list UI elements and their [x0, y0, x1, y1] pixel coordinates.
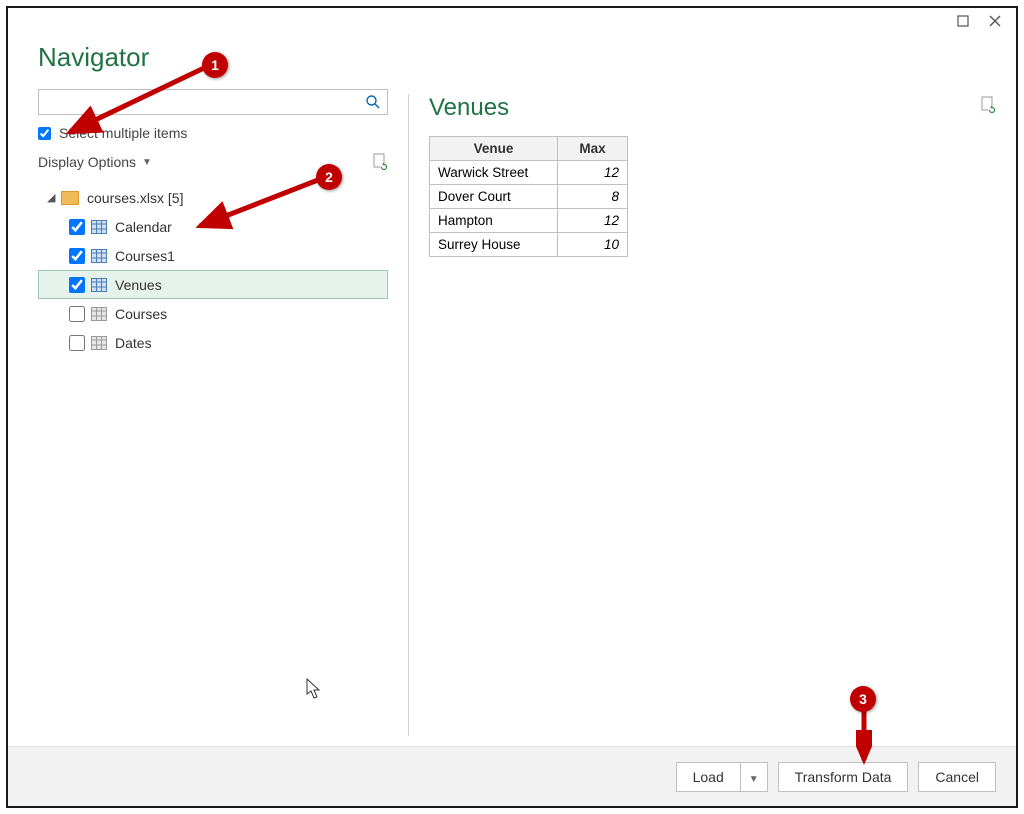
select-multiple-label: Select multiple items	[59, 125, 187, 141]
tree-item-label: Calendar	[115, 219, 172, 235]
table-icon	[91, 220, 107, 234]
cell-venue: Hampton	[430, 209, 558, 233]
cell-max: 12	[558, 161, 628, 185]
tree-root-label: courses.xlsx [5]	[87, 190, 183, 206]
tree-item-label: Dates	[115, 335, 152, 351]
navigator-dialog: Navigator Select multiple items Display …	[6, 6, 1018, 808]
display-options-dropdown[interactable]: Display Options ▼	[38, 154, 152, 170]
annotation-callout-2: 2	[316, 164, 342, 190]
display-options-label: Display Options	[38, 154, 136, 170]
table-row[interactable]: Dover Court8	[430, 185, 628, 209]
refresh-button-right[interactable]	[980, 96, 996, 119]
table-icon	[91, 307, 107, 321]
chevron-down-icon: ▼	[142, 157, 152, 168]
tree-item[interactable]: Venues	[38, 270, 388, 299]
annotation-callout-3: 3	[850, 686, 876, 712]
refresh-icon	[980, 96, 996, 114]
cell-venue: Warwick Street	[430, 161, 558, 185]
annotation-callout-1: 1	[202, 52, 228, 78]
table-row[interactable]: Hampton12	[430, 209, 628, 233]
tree-item-label: Courses	[115, 306, 167, 322]
preview-title: Venues	[429, 94, 996, 122]
load-split-button: Load ▼	[676, 762, 768, 792]
table-header-row: Venue Max	[430, 137, 628, 161]
preview-table: Venue Max Warwick Street12Dover Court8Ha…	[429, 136, 628, 257]
table-icon	[91, 336, 107, 350]
select-multiple-checkbox[interactable]	[38, 127, 51, 140]
close-icon	[989, 15, 1001, 27]
left-pane: Navigator Select multiple items Display …	[8, 34, 408, 746]
col-header-max[interactable]: Max	[558, 137, 628, 161]
tree-item-checkbox[interactable]	[69, 335, 85, 351]
refresh-button-left[interactable]	[372, 153, 388, 171]
close-button[interactable]	[982, 11, 1008, 31]
cell-max: 10	[558, 233, 628, 257]
table-icon	[91, 249, 107, 263]
cell-venue: Surrey House	[430, 233, 558, 257]
right-pane: Venues Venue Max Warwick Street12Dover C…	[409, 34, 1016, 746]
cell-venue: Dover Court	[430, 185, 558, 209]
tree-item[interactable]: Dates	[38, 328, 388, 357]
expander-icon[interactable]: ◢	[47, 191, 61, 204]
tree-item-label: Courses1	[115, 248, 175, 264]
dialog-footer: Load ▼ Transform Data Cancel	[8, 746, 1016, 806]
tree-item-label: Venues	[115, 277, 162, 293]
refresh-icon	[372, 153, 388, 171]
content-area: Navigator Select multiple items Display …	[8, 34, 1016, 746]
search-box[interactable]	[38, 89, 388, 115]
tree-item[interactable]: Courses	[38, 299, 388, 328]
maximize-icon	[957, 15, 969, 27]
table-row[interactable]: Warwick Street12	[430, 161, 628, 185]
transform-data-button[interactable]: Transform Data	[778, 762, 909, 792]
table-icon	[91, 278, 107, 292]
select-multiple-row[interactable]: Select multiple items	[38, 125, 408, 141]
chevron-down-icon: ▼	[749, 774, 759, 785]
tree-children: Calendar Courses1 Venues Courses Dates	[38, 212, 388, 357]
tree-item-checkbox[interactable]	[69, 306, 85, 322]
load-dropdown-button[interactable]: ▼	[740, 762, 768, 792]
titlebar	[8, 8, 1016, 34]
search-input[interactable]	[45, 95, 365, 110]
col-header-venue[interactable]: Venue	[430, 137, 558, 161]
table-row[interactable]: Surrey House10	[430, 233, 628, 257]
folder-icon	[61, 191, 79, 205]
cancel-button[interactable]: Cancel	[918, 762, 996, 792]
maximize-button[interactable]	[950, 11, 976, 31]
cursor-icon	[306, 678, 322, 700]
tree-item-checkbox[interactable]	[69, 248, 85, 264]
cell-max: 8	[558, 185, 628, 209]
tree-item[interactable]: Calendar	[38, 212, 388, 241]
tree-item[interactable]: Courses1	[38, 241, 388, 270]
search-icon	[365, 94, 381, 110]
tree-item-checkbox[interactable]	[69, 219, 85, 235]
cell-max: 12	[558, 209, 628, 233]
tree-item-checkbox[interactable]	[69, 277, 85, 293]
load-button[interactable]: Load	[676, 762, 740, 792]
navigator-tree: ◢ courses.xlsx [5] Calendar Courses1 Venue…	[38, 183, 388, 357]
